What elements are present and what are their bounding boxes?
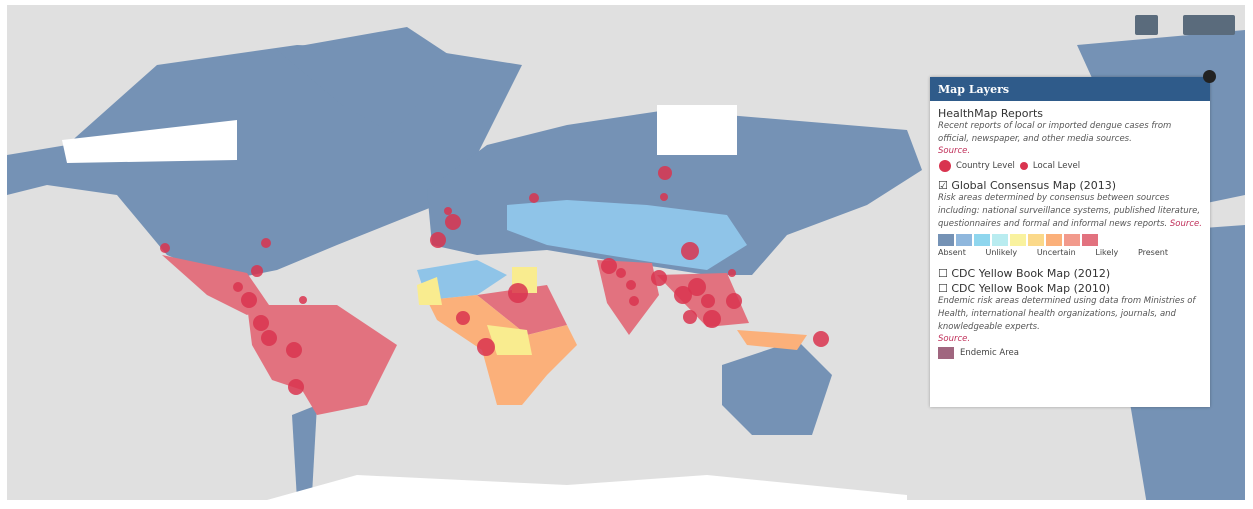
cdc-section: ☐ CDC Yellow Book Map (2012) ☐ CDC Yello…: [930, 267, 1210, 359]
swatch: [938, 234, 954, 246]
healthmap-section: HealthMap Reports Recent reports of loca…: [930, 107, 1210, 173]
swatch: [1046, 234, 1062, 246]
layer-title: HealthMap Reports: [938, 107, 1044, 120]
report-circles: [160, 166, 829, 395]
layer-description: Recent reports of local or imported deng…: [938, 121, 1172, 144]
legend-label: Uncertain: [1036, 248, 1076, 257]
swatch: [938, 347, 954, 359]
source-link[interactable]: Source.: [938, 334, 971, 344]
swatch: [974, 234, 990, 246]
legend-label: Endemic Area: [960, 348, 1019, 358]
map-layers-panel: Map Layers HealthMap Reports Recent repo…: [930, 77, 1210, 407]
ice: [62, 105, 907, 500]
swatch: [956, 234, 972, 246]
layer-name: Global Consensus Map (2013): [951, 179, 1117, 192]
layer-description: Risk areas determined by consensus betwe…: [938, 192, 1202, 231]
layer-description: Endemic risk areas determined using data…: [938, 296, 1196, 332]
text: Risk areas determined by consensus betwe…: [938, 193, 1201, 229]
layer-name: CDC Yellow Book Map (2010): [951, 282, 1111, 295]
swatch: [1010, 234, 1026, 246]
panel-title: Map Layers: [930, 77, 1210, 101]
swatch: [1082, 234, 1098, 246]
consensus-section: ☑ Global Consensus Map (2013) Risk areas…: [930, 179, 1210, 257]
legend-row: Endemic Area: [938, 347, 1202, 359]
layer-title[interactable]: ☐ CDC Yellow Book Map (2012): [938, 267, 1111, 280]
legend-dot: [939, 160, 951, 172]
legend-label: Local Level: [1032, 161, 1081, 171]
legend-label: Likely: [1095, 248, 1119, 257]
legend-label: Unlikely: [985, 248, 1018, 257]
layer-title[interactable]: ☑ Global Consensus Map (2013): [938, 179, 1117, 192]
legend-labels: Absent Unlikely Uncertain Likely Present: [938, 248, 1168, 257]
source-link[interactable]: Source.: [1169, 219, 1202, 229]
swatch: [1028, 234, 1044, 246]
tools-button[interactable]: [1183, 15, 1235, 35]
swatch: [992, 234, 1008, 246]
close-button[interactable]: [1203, 70, 1216, 83]
layer-title[interactable]: ☐ CDC Yellow Book Map (2010): [938, 282, 1111, 295]
legend-row: Country Level Local Level: [938, 159, 1202, 173]
source-link[interactable]: Source.: [938, 146, 971, 156]
legend-label: Absent: [938, 248, 966, 257]
layer-name: CDC Yellow Book Map (2012): [951, 267, 1111, 280]
legend-dot: [1019, 162, 1028, 170]
legend-swatches: [938, 234, 1202, 246]
legend-label: Present: [1137, 248, 1168, 257]
swatch: [1064, 234, 1080, 246]
legend-label: Country Level: [956, 161, 1015, 171]
list-button[interactable]: [1135, 15, 1158, 35]
